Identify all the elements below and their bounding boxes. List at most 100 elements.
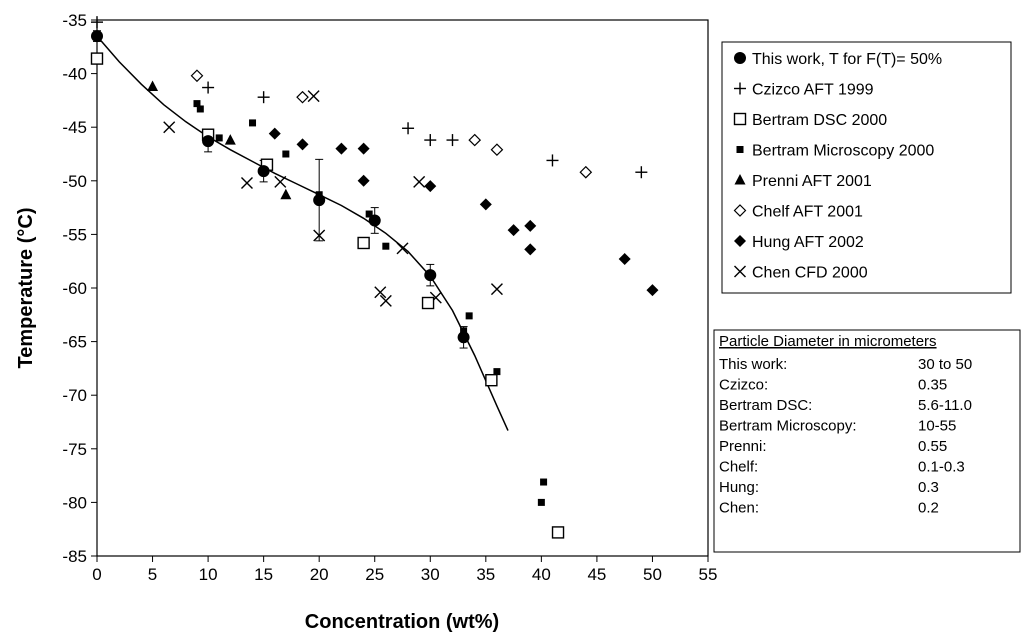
point-hung-aft-2002: [296, 138, 309, 151]
y-tick-label: -50: [62, 172, 87, 191]
table-row-value: 0.2: [918, 500, 939, 517]
point-chelf-aft-2001: [490, 143, 504, 157]
point-bertram-microscopy-2000: [465, 312, 473, 320]
x-tick-label: 20: [310, 565, 329, 584]
y-axis-title: Temperature (°C): [15, 208, 37, 369]
point-bertram-dsc-2000: [485, 373, 498, 387]
point-this-work-t-for-f-t-50: [257, 165, 270, 178]
point-hung-aft-2002: [646, 284, 659, 297]
point-czizco-aft-1999: [546, 154, 559, 167]
y-tick-label: -35: [62, 11, 87, 30]
legend-entry: Bertram Microscopy 2000: [752, 143, 934, 160]
point-this-work-t-for-f-t-50: [313, 194, 326, 207]
diameter-table-title: Particle Diameter in micrometers: [719, 333, 937, 350]
point-hung-aft-2002: [524, 243, 537, 256]
point-chelf-aft-2001: [579, 165, 593, 179]
point-hung-aft-2002: [357, 174, 370, 187]
table-row-label: This work:: [719, 356, 787, 373]
y-tick-label: -70: [62, 386, 87, 405]
legend: This work, T for F(T)= 50% Czizco AFT 199…: [733, 51, 942, 282]
point-hung-aft-2002: [357, 142, 370, 155]
point-bertram-microscopy-2000: [493, 368, 501, 376]
table-row-value: 0.1-0.3: [918, 459, 965, 476]
point-czizco-aft-1999: [257, 91, 270, 104]
fit-curve: [96, 35, 509, 431]
legend-entry: Hung AFT 2002: [752, 234, 864, 251]
table-row-value: 10-55: [918, 418, 956, 435]
point-czizco-aft-1999: [424, 134, 437, 147]
x-tick-label: 0: [92, 565, 101, 584]
y-tick-label: -80: [62, 493, 87, 512]
table-row-label: Hung:: [719, 479, 759, 496]
point-hung-aft-2002: [479, 198, 492, 211]
table-row-value: 5.6-11.0: [918, 397, 972, 414]
plot-area: [96, 19, 709, 557]
point-this-work-t-for-f-t-50: [457, 331, 470, 344]
legend-entry: Chen CFD 2000: [752, 265, 868, 282]
table-row-label: Bertram DSC:: [719, 397, 812, 414]
legend-marker: [734, 174, 746, 185]
y-tick-label: -60: [62, 279, 87, 298]
point-chelf-aft-2001: [296, 90, 309, 104]
point-czizco-aft-1999: [402, 122, 415, 135]
x-tick-label: 55: [699, 565, 718, 584]
legend-marker: [734, 265, 746, 278]
legend-box: [721, 41, 1012, 294]
x-tick-label: 30: [421, 565, 440, 584]
x-tick-label: 15: [254, 565, 273, 584]
point-bertram-dsc-2000: [357, 236, 370, 250]
point-chen-cfd-2000: [413, 175, 426, 188]
point-bertram-microscopy-2000: [282, 150, 290, 158]
point-prenni-aft-2001: [280, 188, 292, 200]
table-row-value: 0.3: [918, 479, 939, 496]
y-tick-label: -75: [62, 440, 87, 459]
legend-entry: Bertram DSC 2000: [752, 112, 887, 129]
point-bertram-microscopy-2000: [382, 242, 390, 250]
legend-entry: Czizco AFT 1999: [752, 82, 874, 99]
legend-marker: [736, 146, 744, 153]
point-bertram-microscopy-2000: [365, 210, 373, 218]
y-axis: -35 -40 -45 -50 -55 -60 -65 -70 -75 -80 -85: [62, 11, 97, 566]
point-chen-cfd-2000: [240, 176, 253, 189]
point-bertram-microscopy-2000: [215, 134, 223, 142]
point-prenni-aft-2001: [224, 134, 236, 145]
table-row-label: Chelf:: [719, 459, 758, 476]
data-markers: [90, 16, 659, 539]
x-axis-title: Concentration (wt%): [305, 611, 499, 633]
point-bertram-dsc-2000: [90, 52, 104, 65]
point-chen-cfd-2000: [313, 229, 326, 242]
legend-marker: [734, 52, 746, 64]
y-tick-label: -55: [62, 225, 87, 244]
x-tick-label: 50: [643, 565, 662, 584]
point-bertram-microscopy-2000: [193, 100, 201, 108]
x-tick-label: 35: [476, 565, 495, 584]
legend-marker: [733, 204, 747, 217]
x-tick-label: 5: [148, 565, 157, 584]
point-chen-cfd-2000: [374, 286, 387, 299]
table-row-label: Czizco:: [719, 377, 768, 394]
x-axis: 0 5 10 15 20 25 30 35 40 45 50 55: [92, 556, 717, 584]
point-this-work-t-for-f-t-50: [91, 30, 103, 43]
point-chen-cfd-2000: [396, 242, 409, 255]
point-hung-aft-2002: [268, 127, 281, 140]
point-bertram-dsc-2000: [421, 296, 435, 310]
legend-entry: This work, T for F(T)= 50%: [752, 51, 942, 68]
point-bertram-microscopy-2000: [537, 498, 545, 506]
diameter-table: This work: 30 to 50 Czizco: 0.35 Bertram DSC…: [719, 356, 972, 517]
point-bertram-microscopy-2000: [249, 119, 257, 127]
x-tick-label: 40: [532, 565, 551, 584]
table-row-label: Bertram Microscopy:: [719, 418, 857, 435]
x-tick-label: 45: [587, 565, 606, 584]
y-tick-label: -45: [62, 118, 87, 137]
point-bertram-microscopy-2000: [196, 105, 204, 113]
point-chen-cfd-2000: [307, 90, 320, 103]
point-czizco-aft-1999: [202, 81, 215, 94]
table-row-label: Chen:: [719, 500, 759, 517]
point-this-work-t-for-f-t-50: [368, 214, 381, 227]
x-tick-label: 25: [365, 565, 384, 584]
point-czizco-aft-1999: [91, 16, 103, 29]
point-hung-aft-2002: [335, 142, 348, 155]
legend-entry: Chelf AFT 2001: [752, 204, 863, 221]
point-chelf-aft-2001: [190, 69, 204, 83]
point-prenni-aft-2001: [147, 80, 159, 91]
